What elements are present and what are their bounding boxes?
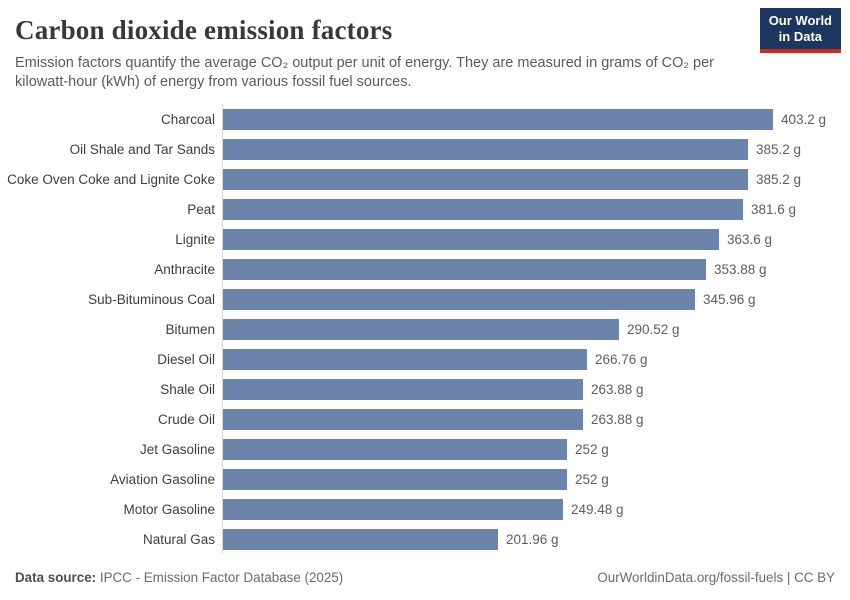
bar-category-label: Coke Oven Coke and Lignite Coke xyxy=(7,171,215,187)
page-title: Carbon dioxide emission factors xyxy=(15,15,393,45)
bar-row: Jet Gasoline 252 g xyxy=(0,434,850,464)
bar[interactable] xyxy=(223,288,695,310)
bar-value-label: 252 g xyxy=(575,441,609,457)
bar-value-label: 353.88 g xyxy=(714,261,767,277)
bar-category-label: Aviation Gasoline xyxy=(110,471,215,487)
bar-chart: Charcoal 403.2 g Oil Shale and Tar Sands… xyxy=(0,104,850,554)
bar-value-label: 403.2 g xyxy=(781,111,827,127)
bar-category-label: Anthracite xyxy=(154,261,215,277)
bar-value-label: 266.76 g xyxy=(595,351,648,367)
bar-row: Lignite 363.6 g xyxy=(0,224,850,254)
bar-row: Aviation Gasoline 252 g xyxy=(0,464,850,494)
bar-row: Bitumen 290.52 g xyxy=(0,314,850,344)
bar-category-label: Lignite xyxy=(175,231,215,247)
bar-track: 385.2 g xyxy=(222,134,850,164)
bar-value-label: 385.2 g xyxy=(756,141,802,157)
bar[interactable] xyxy=(223,498,563,520)
bar-track: 290.52 g xyxy=(222,314,850,344)
bar-value-label: 345.96 g xyxy=(703,291,756,307)
bar-track: 249.48 g xyxy=(222,494,850,524)
bar-row: Coke Oven Coke and Lignite Coke 385.2 g xyxy=(0,164,850,194)
bar[interactable] xyxy=(223,528,498,550)
bar[interactable] xyxy=(223,348,587,370)
owid-logo-line2: in Data xyxy=(778,29,823,44)
bar[interactable] xyxy=(223,108,773,130)
bar-track: 263.88 g xyxy=(222,374,850,404)
attribution-link[interactable]: OurWorldinData.org/fossil-fuels | CC BY xyxy=(597,570,835,585)
bar[interactable] xyxy=(223,198,743,220)
bar-row: Anthracite 353.88 g xyxy=(0,254,850,284)
owid-logo[interactable]: Our World in Data xyxy=(759,8,841,53)
data-source-text: IPCC - Emission Factor Database (2025) xyxy=(99,570,344,585)
bar-value-label: 290.52 g xyxy=(627,321,680,337)
bar-category-label: Motor Gasoline xyxy=(123,501,215,517)
bar-row: Sub-Bituminous Coal 345.96 g xyxy=(0,284,850,314)
bar-category-label: Peat xyxy=(187,201,215,217)
bar[interactable] xyxy=(223,258,706,280)
bar[interactable] xyxy=(223,438,567,460)
bar[interactable] xyxy=(223,408,583,430)
bar-row: Charcoal 403.2 g xyxy=(0,104,850,134)
bar[interactable] xyxy=(223,318,619,340)
bar-category-label: Bitumen xyxy=(165,321,215,337)
bar-track: 263.88 g xyxy=(222,404,850,434)
bar-track: 353.88 g xyxy=(222,254,850,284)
bar-track: 201.96 g xyxy=(222,524,850,554)
bar-value-label: 363.6 g xyxy=(727,231,773,247)
chart-subtitle: Emission factors quantify the average CO… xyxy=(15,55,715,90)
owid-logo-line1: Our World xyxy=(768,13,832,28)
bar-category-label: Natural Gas xyxy=(142,531,215,547)
bar-track: 266.76 g xyxy=(222,344,850,374)
bar-row: Oil Shale and Tar Sands 385.2 g xyxy=(0,134,850,164)
bar-track: 381.6 g xyxy=(222,194,850,224)
bar-value-label: 263.88 g xyxy=(591,381,644,397)
bar[interactable] xyxy=(223,168,748,190)
bar-track: 385.2 g xyxy=(222,164,850,194)
bar-row: Peat 381.6 g xyxy=(0,194,850,224)
bar-track: 363.6 g xyxy=(222,224,850,254)
bar-value-label: 385.2 g xyxy=(756,171,802,187)
bar-track: 345.96 g xyxy=(222,284,850,314)
bar-row: Diesel Oil 266.76 g xyxy=(0,344,850,374)
bar[interactable] xyxy=(223,228,719,250)
bar-value-label: 252 g xyxy=(575,471,609,487)
bar-track: 403.2 g xyxy=(222,104,850,134)
bar[interactable] xyxy=(223,378,583,400)
data-source: Data source: IPCC - Emission Factor Data… xyxy=(15,570,343,585)
bar-row: Motor Gasoline 249.48 g xyxy=(0,494,850,524)
bar-value-label: 381.6 g xyxy=(751,201,797,217)
bar-value-label: 263.88 g xyxy=(591,411,644,427)
bar-category-label: Crude Oil xyxy=(157,411,215,427)
bar-row: Crude Oil 263.88 g xyxy=(0,404,850,434)
bar-category-label: Jet Gasoline xyxy=(139,441,215,457)
chart-footer: Data source: IPCC - Emission Factor Data… xyxy=(0,570,850,585)
data-source-label: Data source: xyxy=(15,570,97,585)
bar-row: Shale Oil 263.88 g xyxy=(0,374,850,404)
bar-category-label: Shale Oil xyxy=(160,381,215,397)
bar[interactable] xyxy=(223,468,567,490)
bar-category-label: Oil Shale and Tar Sands xyxy=(69,141,215,157)
chart-header: Carbon dioxide emission factors Emission… xyxy=(0,0,850,92)
bar-category-label: Sub-Bituminous Coal xyxy=(88,291,215,307)
bar-track: 252 g xyxy=(222,434,850,464)
bar[interactable] xyxy=(223,138,748,160)
bar-row: Natural Gas 201.96 g xyxy=(0,524,850,554)
bar-track: 252 g xyxy=(222,464,850,494)
bar-category-label: Charcoal xyxy=(160,111,215,127)
bar-value-label: 249.48 g xyxy=(571,501,624,517)
bar-value-label: 201.96 g xyxy=(506,531,559,547)
bar-category-label: Diesel Oil xyxy=(157,351,215,367)
